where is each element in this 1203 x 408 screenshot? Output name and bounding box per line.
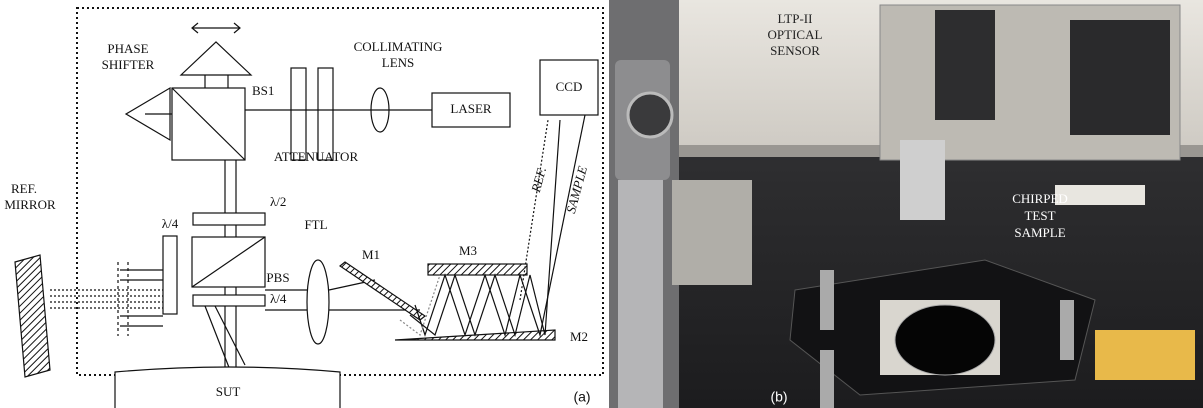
optics	[15, 23, 598, 408]
enclosure	[77, 8, 603, 375]
label: CCD	[556, 79, 583, 94]
label: PHASE	[107, 41, 148, 56]
label: MIRROR	[4, 197, 56, 212]
panel-b: LTP-II OPTICAL SENSOR CHIRPED TEST SAMPL…	[609, 0, 1203, 408]
label: ATTENUATOR	[274, 149, 359, 164]
label: SAMPLE	[1014, 225, 1065, 240]
panel-label: (b)	[770, 389, 787, 405]
label: REF.	[11, 181, 37, 196]
label: BS1	[252, 83, 274, 98]
label: SUT	[216, 384, 241, 399]
label: REF.	[528, 165, 549, 194]
label: λ/4	[270, 291, 287, 306]
label: CHIRPED	[1012, 191, 1068, 206]
label: LENS	[382, 55, 415, 70]
label: M3	[459, 243, 477, 258]
figure: PHASE SHIFTER COLLIMATING LENS BS1 LASER…	[0, 0, 1203, 408]
label: PBS	[266, 270, 289, 285]
label: SENSOR	[770, 43, 820, 58]
label: M2	[570, 329, 588, 344]
label: COLLIMATING	[354, 39, 443, 54]
label: M1	[362, 247, 380, 262]
panel-label: (a)	[573, 389, 590, 405]
label: FTL	[304, 217, 327, 232]
label: OPTICAL	[768, 27, 823, 42]
label: SHIFTER	[102, 57, 155, 72]
label: λ/2	[270, 194, 286, 209]
label: LASER	[450, 101, 492, 116]
label: λ/4	[162, 216, 179, 231]
label: LTP-II	[778, 11, 813, 26]
label: SAMPLE	[563, 164, 590, 215]
panel-a: PHASE SHIFTER COLLIMATING LENS BS1 LASER…	[4, 8, 603, 408]
label: TEST	[1024, 208, 1055, 223]
